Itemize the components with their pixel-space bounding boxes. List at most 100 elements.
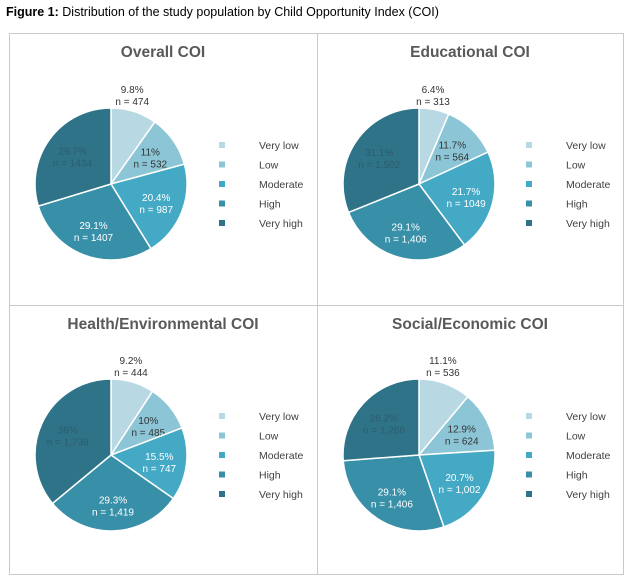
- legend-swatch-very-high: [526, 491, 532, 497]
- pie-slice-very-high: [342, 107, 420, 214]
- legend-label-low: Low: [259, 431, 279, 443]
- slice-label-percent: 29.7%: [58, 147, 86, 158]
- slice-label-percent: 12.9%: [448, 424, 476, 435]
- slice-label-low: 11.7% n = 564: [435, 141, 469, 164]
- slice-label-count: n = 536: [426, 368, 460, 379]
- legend-swatch-very-low: [526, 413, 532, 419]
- slice-label-count: n = 1,502: [358, 160, 400, 171]
- chart-grid-frame: [9, 33, 624, 575]
- slice-label-percent: 11%: [141, 148, 160, 159]
- legend-swatch-high: [219, 200, 225, 207]
- pie-slice-low: [417, 395, 496, 456]
- slice-label-count: n = 1,266: [363, 425, 405, 436]
- pie-slice-moderate: [417, 151, 496, 246]
- slice-label-moderate: 20.7% n = 1,002: [439, 473, 481, 496]
- slice-label-very-low: 11.1% n = 536: [426, 356, 460, 379]
- figure-caption-text: Distribution of the study population by …: [58, 5, 439, 19]
- chart-title: Overall COI: [121, 44, 205, 61]
- legend-label-high: High: [566, 199, 588, 211]
- slice-label-high: 29.1% n = 1,406: [371, 487, 413, 510]
- legend-label-high: High: [259, 199, 281, 211]
- slice-label-percent: 29.1%: [378, 487, 406, 498]
- slice-label-percent: 21.7%: [452, 187, 480, 198]
- legend-label-high: High: [566, 470, 588, 482]
- slice-label-very-high: 26.2% n = 1,266: [363, 413, 405, 436]
- slice-label-count: n = 1,406: [385, 235, 427, 246]
- legend-swatch-high: [526, 471, 532, 478]
- chart-title: Health/Environmental COI: [67, 316, 258, 333]
- slice-label-count: n = 1,406: [371, 499, 413, 510]
- slice-label-high: 29.3% n = 1,419: [92, 495, 134, 518]
- slice-label-count: n = 474: [115, 97, 149, 108]
- slice-label-count: n = 444: [114, 368, 148, 379]
- slice-label-count: n = 1,419: [92, 507, 134, 518]
- pie-slice-high: [347, 183, 466, 261]
- legend-label-very-high: Very high: [566, 218, 610, 230]
- slice-label-count: n = 313: [416, 97, 450, 108]
- slice-label-percent: 15.5%: [145, 452, 173, 463]
- pie-slice-high: [342, 454, 445, 532]
- slice-label-percent: 36%: [58, 426, 78, 437]
- slice-label-percent: 9.8%: [121, 85, 144, 96]
- legend-swatch-moderate: [526, 452, 532, 458]
- legend-swatch-low: [219, 161, 225, 168]
- slice-label-low: 10% n = 485: [131, 416, 165, 439]
- slice-label-very-high: 36% n = 1,739: [47, 426, 89, 449]
- legend-label-very-high: Very high: [259, 218, 303, 230]
- grid-divider-horizontal: [9, 305, 624, 306]
- slice-label-percent: 11.7%: [438, 141, 466, 152]
- pie-slice-high: [51, 454, 175, 532]
- legend-label-very-low: Very low: [259, 411, 299, 423]
- figure-number: Figure 1:: [6, 5, 59, 19]
- legend-label-very-low: Very low: [259, 140, 299, 152]
- pie-slice-high: [37, 183, 152, 261]
- slice-label-percent: 29.3%: [99, 495, 127, 506]
- legend-swatch-very-low: [219, 413, 225, 419]
- legend-label-low: Low: [566, 160, 586, 172]
- legend-swatch-low: [526, 432, 532, 439]
- slice-label-count: n = 987: [139, 205, 173, 216]
- slice-label-percent: 31.1%: [365, 148, 393, 159]
- slice-label-high: 29.1% n = 1407: [74, 221, 114, 244]
- legend-swatch-high: [526, 200, 532, 207]
- slice-label-percent: 29.1%: [392, 223, 420, 234]
- legend-label-low: Low: [566, 431, 586, 443]
- slice-label-count: n = 1407: [74, 233, 114, 244]
- slice-label-percent: 9.2%: [120, 356, 143, 367]
- pie-slice-very-high: [34, 107, 112, 208]
- legend-label-moderate: Moderate: [566, 179, 611, 191]
- slice-label-moderate: 21.7% n = 1049: [446, 187, 486, 210]
- slice-label-count: n = 532: [133, 160, 167, 171]
- legend-swatch-very-low: [526, 142, 532, 148]
- legend-label-very-low: Very low: [566, 140, 606, 152]
- slice-label-percent: 29.1%: [79, 221, 107, 232]
- slice-label-percent: 6.4%: [422, 85, 445, 96]
- legend-swatch-high: [219, 471, 225, 478]
- legend-label-moderate: Moderate: [259, 179, 304, 191]
- legend-swatch-very-high: [219, 491, 225, 497]
- legend-label-high: High: [259, 470, 281, 482]
- legend-label-very-high: Very high: [566, 489, 610, 501]
- legend-swatch-moderate: [219, 181, 225, 187]
- slice-label-very-high: 29.7% n = 1434: [53, 147, 93, 170]
- grid-divider-vertical: [317, 33, 318, 575]
- pie-slice-moderate: [109, 163, 188, 250]
- slice-label-count: n = 1,002: [439, 485, 481, 496]
- slice-label-percent: 20.7%: [445, 473, 473, 484]
- slice-label-count: n = 1049: [446, 199, 486, 210]
- slice-label-percent: 20.4%: [142, 193, 170, 204]
- pie-slice-very-high: [342, 378, 420, 462]
- legend-swatch-moderate: [219, 452, 225, 458]
- slice-label-percent: 11.1%: [429, 356, 457, 367]
- legend-label-low: Low: [259, 160, 279, 172]
- pie-slice-moderate: [109, 426, 188, 500]
- slice-label-percent: 10%: [138, 416, 158, 427]
- slice-label-count: n = 485: [131, 428, 165, 439]
- figure-caption: Figure 1: Distribution of the study popu…: [6, 5, 439, 19]
- slice-label-very-low: 9.8% n = 474: [115, 85, 149, 108]
- slice-label-low: 11% n = 532: [133, 148, 167, 171]
- legend-swatch-low: [526, 161, 532, 168]
- pie-slice-very-high: [34, 378, 112, 505]
